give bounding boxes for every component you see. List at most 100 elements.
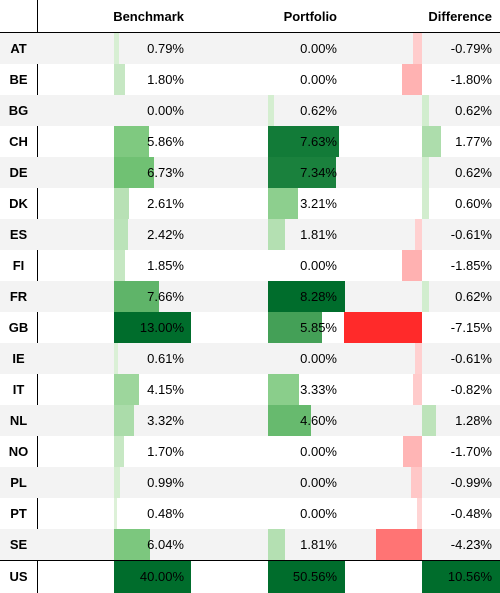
table-row: FR 7.66% 8.28% 0.62% [0,281,500,312]
benchmark-bar [114,64,125,95]
country-code: NO [8,444,29,459]
table-row: IT 4.15% 3.33% -0.82% [0,374,500,405]
country-code: FR [9,289,28,304]
difference-bar [422,405,436,436]
benchmark-value: 0.61% [147,351,184,366]
benchmark-value: 1.70% [147,444,184,459]
difference-bar [413,33,422,64]
portfolio-bar [268,561,345,593]
difference-bar [403,436,422,467]
table-row: ES 2.42% 1.81% -0.61% [0,219,500,250]
difference-header: Difference [428,9,492,24]
country-code: US [9,569,28,584]
portfolio-bar [268,529,285,560]
benchmark-value: 0.99% [147,475,184,490]
portfolio-value: 5.85% [300,320,337,335]
benchmark-value: 0.00% [147,103,184,118]
difference-value: -0.99% [450,475,492,490]
difference-value: -1.70% [450,444,492,459]
table-row: SE 6.04% 1.81% -4.23% [0,529,500,560]
table-row: GB 13.00% 5.85% -7.15% [0,312,500,343]
benchmark-value: 1.80% [147,72,184,87]
country-code: BE [9,72,28,87]
benchmark-bar [114,529,150,560]
benchmark-bar [114,312,191,343]
table-row: BG 0.00% 0.62% 0.62% [0,95,500,126]
table-row: CH 5.86% 7.63% 1.77% [0,126,500,157]
country-code: DK [9,196,28,211]
country-code: IT [12,382,25,397]
benchmark-value: 6.73% [147,165,184,180]
difference-value: 10.56% [447,569,492,584]
table-row: DE 6.73% 7.34% 0.62% [0,157,500,188]
portfolio-header: Portfolio [283,9,337,24]
table-row: PT 0.48% 0.00% -0.48% [0,498,500,529]
difference-value: 0.62% [455,103,492,118]
difference-bar [376,529,422,560]
benchmark-value: 0.48% [147,506,184,521]
country-code: PL [10,475,27,490]
difference-bar [411,467,422,498]
country-code: GB [8,320,29,335]
difference-value: -0.82% [450,382,492,397]
benchmark-bar [114,281,159,312]
benchmark-bar [114,436,124,467]
difference-value: 1.28% [455,413,492,428]
portfolio-bar [268,219,285,250]
benchmark-bar [114,498,117,529]
country-code: AT [10,41,27,56]
benchmark-header: Benchmark [113,9,184,24]
benchmark-value: 1.85% [147,258,184,273]
benchmark-bar [114,467,120,498]
table-row: PL 0.99% 0.00% -0.99% [0,467,500,498]
portfolio-bar [268,312,322,343]
difference-value: 0.62% [455,289,492,304]
benchmark-value: 0.79% [147,41,184,56]
portfolio-bar [268,374,299,405]
portfolio-value: 0.62% [300,103,337,118]
portfolio-value: 0.00% [300,41,337,56]
benchmark-value: 2.42% [147,227,184,242]
difference-bar [422,95,429,126]
portfolio-value: 0.00% [300,475,337,490]
benchmark-value: 3.32% [147,413,184,428]
country-code: NL [9,413,28,428]
difference-bar [422,188,429,219]
benchmark-bar [114,157,154,188]
difference-value: -0.48% [450,506,492,521]
difference-bar [413,374,422,405]
difference-bar [415,219,422,250]
country-code: CH [9,134,28,149]
benchmark-value: 6.04% [147,537,184,552]
portfolio-value: 7.63% [300,134,337,149]
country-code: PT [10,506,27,521]
difference-bar [422,281,429,312]
portfolio-value: 0.00% [300,72,337,87]
portfolio-value: 3.21% [300,196,337,211]
difference-value: -4.23% [450,537,492,552]
difference-value: -0.61% [450,227,492,242]
difference-value: -1.85% [450,258,492,273]
difference-bar [402,64,422,95]
portfolio-value: 1.81% [300,537,337,552]
country-code: DE [9,165,28,180]
portfolio-bar [268,188,298,219]
table-row: US 40.00% 50.56% 10.56% [0,560,500,593]
difference-bar [417,498,422,529]
portfolio-bar [268,405,311,436]
portfolio-value: 0.00% [300,444,337,459]
benchmark-bar [114,33,119,64]
table-row: AT 0.79% 0.00% -0.79% [0,33,500,64]
table-row: DK 2.61% 3.21% 0.60% [0,188,500,219]
benchmark-value: 13.00% [139,320,184,335]
portfolio-value: 1.81% [300,227,337,242]
difference-value: 1.77% [455,134,492,149]
difference-bar [415,343,422,374]
portfolio-value: 0.00% [300,506,337,521]
table-row: NL 3.32% 4.60% 1.28% [0,405,500,436]
table-row: FI 1.85% 0.00% -1.85% [0,250,500,281]
difference-value: 0.60% [455,196,492,211]
benchmark-value: 2.61% [147,196,184,211]
portfolio-bar [268,157,336,188]
